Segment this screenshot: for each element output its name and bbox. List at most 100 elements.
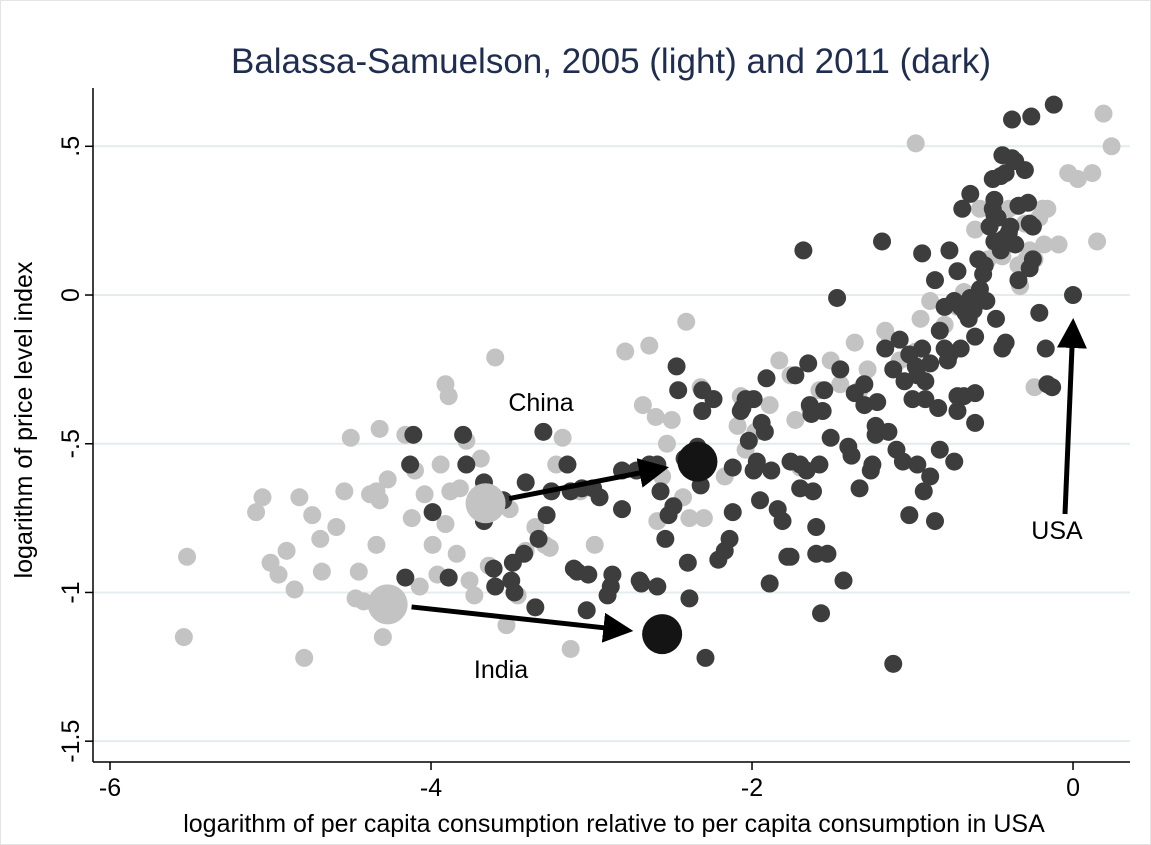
annotation-label: India: [474, 656, 528, 684]
point: [585, 535, 604, 554]
point: [704, 390, 723, 409]
point: [914, 482, 933, 501]
point: [577, 601, 596, 620]
point: [693, 402, 712, 421]
point: [694, 509, 713, 528]
point: [402, 509, 421, 528]
point: [178, 547, 197, 566]
point: [450, 479, 469, 498]
point: [678, 553, 697, 572]
point: [799, 354, 818, 373]
point: [807, 544, 826, 563]
annotation-label: USA: [1031, 517, 1083, 545]
points: [174, 95, 1121, 673]
point: [664, 497, 683, 516]
x-tick-label: -2: [741, 774, 763, 802]
point: [842, 446, 861, 465]
point: [680, 509, 699, 528]
point: [855, 375, 874, 394]
point: [537, 506, 556, 525]
point: [930, 321, 949, 340]
point: [966, 384, 985, 403]
point: [553, 428, 572, 447]
point: [447, 544, 466, 563]
point: [890, 330, 909, 349]
point: [781, 547, 800, 566]
point: [812, 604, 831, 623]
point: [906, 134, 925, 153]
point: [948, 387, 967, 406]
point: [1009, 196, 1028, 215]
point: [303, 506, 322, 525]
point: [966, 220, 985, 239]
y-axis-title: logarithm of price level index: [10, 261, 38, 578]
point: [656, 529, 675, 548]
point: [646, 407, 665, 426]
point: [613, 500, 632, 519]
x-tick-label: 0: [1066, 774, 1080, 802]
point: [632, 574, 651, 593]
point: [786, 366, 805, 385]
point: [828, 288, 847, 307]
point: [277, 541, 296, 560]
point: [648, 577, 667, 596]
point: [935, 297, 954, 316]
point: [948, 402, 967, 421]
arrow: [508, 458, 669, 502]
point: [1036, 339, 1055, 358]
point: [751, 491, 770, 510]
point: [526, 598, 545, 617]
annotation-label: China: [508, 389, 573, 417]
point: [938, 351, 957, 370]
point: [762, 461, 781, 480]
point: [791, 479, 810, 498]
point: [1023, 250, 1042, 269]
point: [1088, 232, 1107, 251]
annotations: China India USA: [367, 318, 1087, 684]
point: [515, 544, 534, 563]
point: [728, 416, 747, 435]
point: [773, 512, 792, 531]
y-tick-label: 0: [57, 288, 85, 302]
point: [940, 241, 959, 260]
point: [680, 589, 699, 608]
point: [370, 419, 389, 438]
point: [404, 425, 423, 444]
point: [529, 529, 548, 548]
point: [794, 241, 813, 260]
point: [760, 396, 779, 415]
point: [1022, 107, 1041, 126]
point: [908, 455, 927, 474]
point: [953, 199, 972, 218]
point: [669, 381, 688, 400]
point: [439, 568, 458, 587]
point: [977, 291, 996, 310]
point: [561, 639, 580, 658]
point: [558, 455, 577, 474]
point: [760, 574, 779, 593]
point: [873, 232, 892, 251]
point: [454, 425, 473, 444]
point: [893, 452, 912, 471]
point: [590, 488, 609, 507]
point: [603, 565, 622, 584]
point: [739, 431, 758, 450]
point: [876, 339, 895, 358]
point: [921, 291, 940, 310]
point: [850, 479, 869, 498]
point: [327, 518, 346, 537]
axes: -1.5 -1 -.5 0 .5 -6 -4 -2 0: [57, 88, 1130, 802]
arrow: [411, 604, 634, 643]
point: [465, 586, 484, 605]
point: [290, 488, 309, 507]
point: [401, 455, 420, 474]
chart-title: Balassa-Samuelson, 2005 (light) and 2011…: [231, 42, 991, 81]
point: [996, 164, 1015, 183]
point: [285, 580, 304, 599]
point: [484, 559, 503, 578]
point: [948, 262, 967, 281]
highlight-point: [465, 483, 506, 524]
point: [996, 333, 1015, 352]
point: [755, 422, 774, 441]
